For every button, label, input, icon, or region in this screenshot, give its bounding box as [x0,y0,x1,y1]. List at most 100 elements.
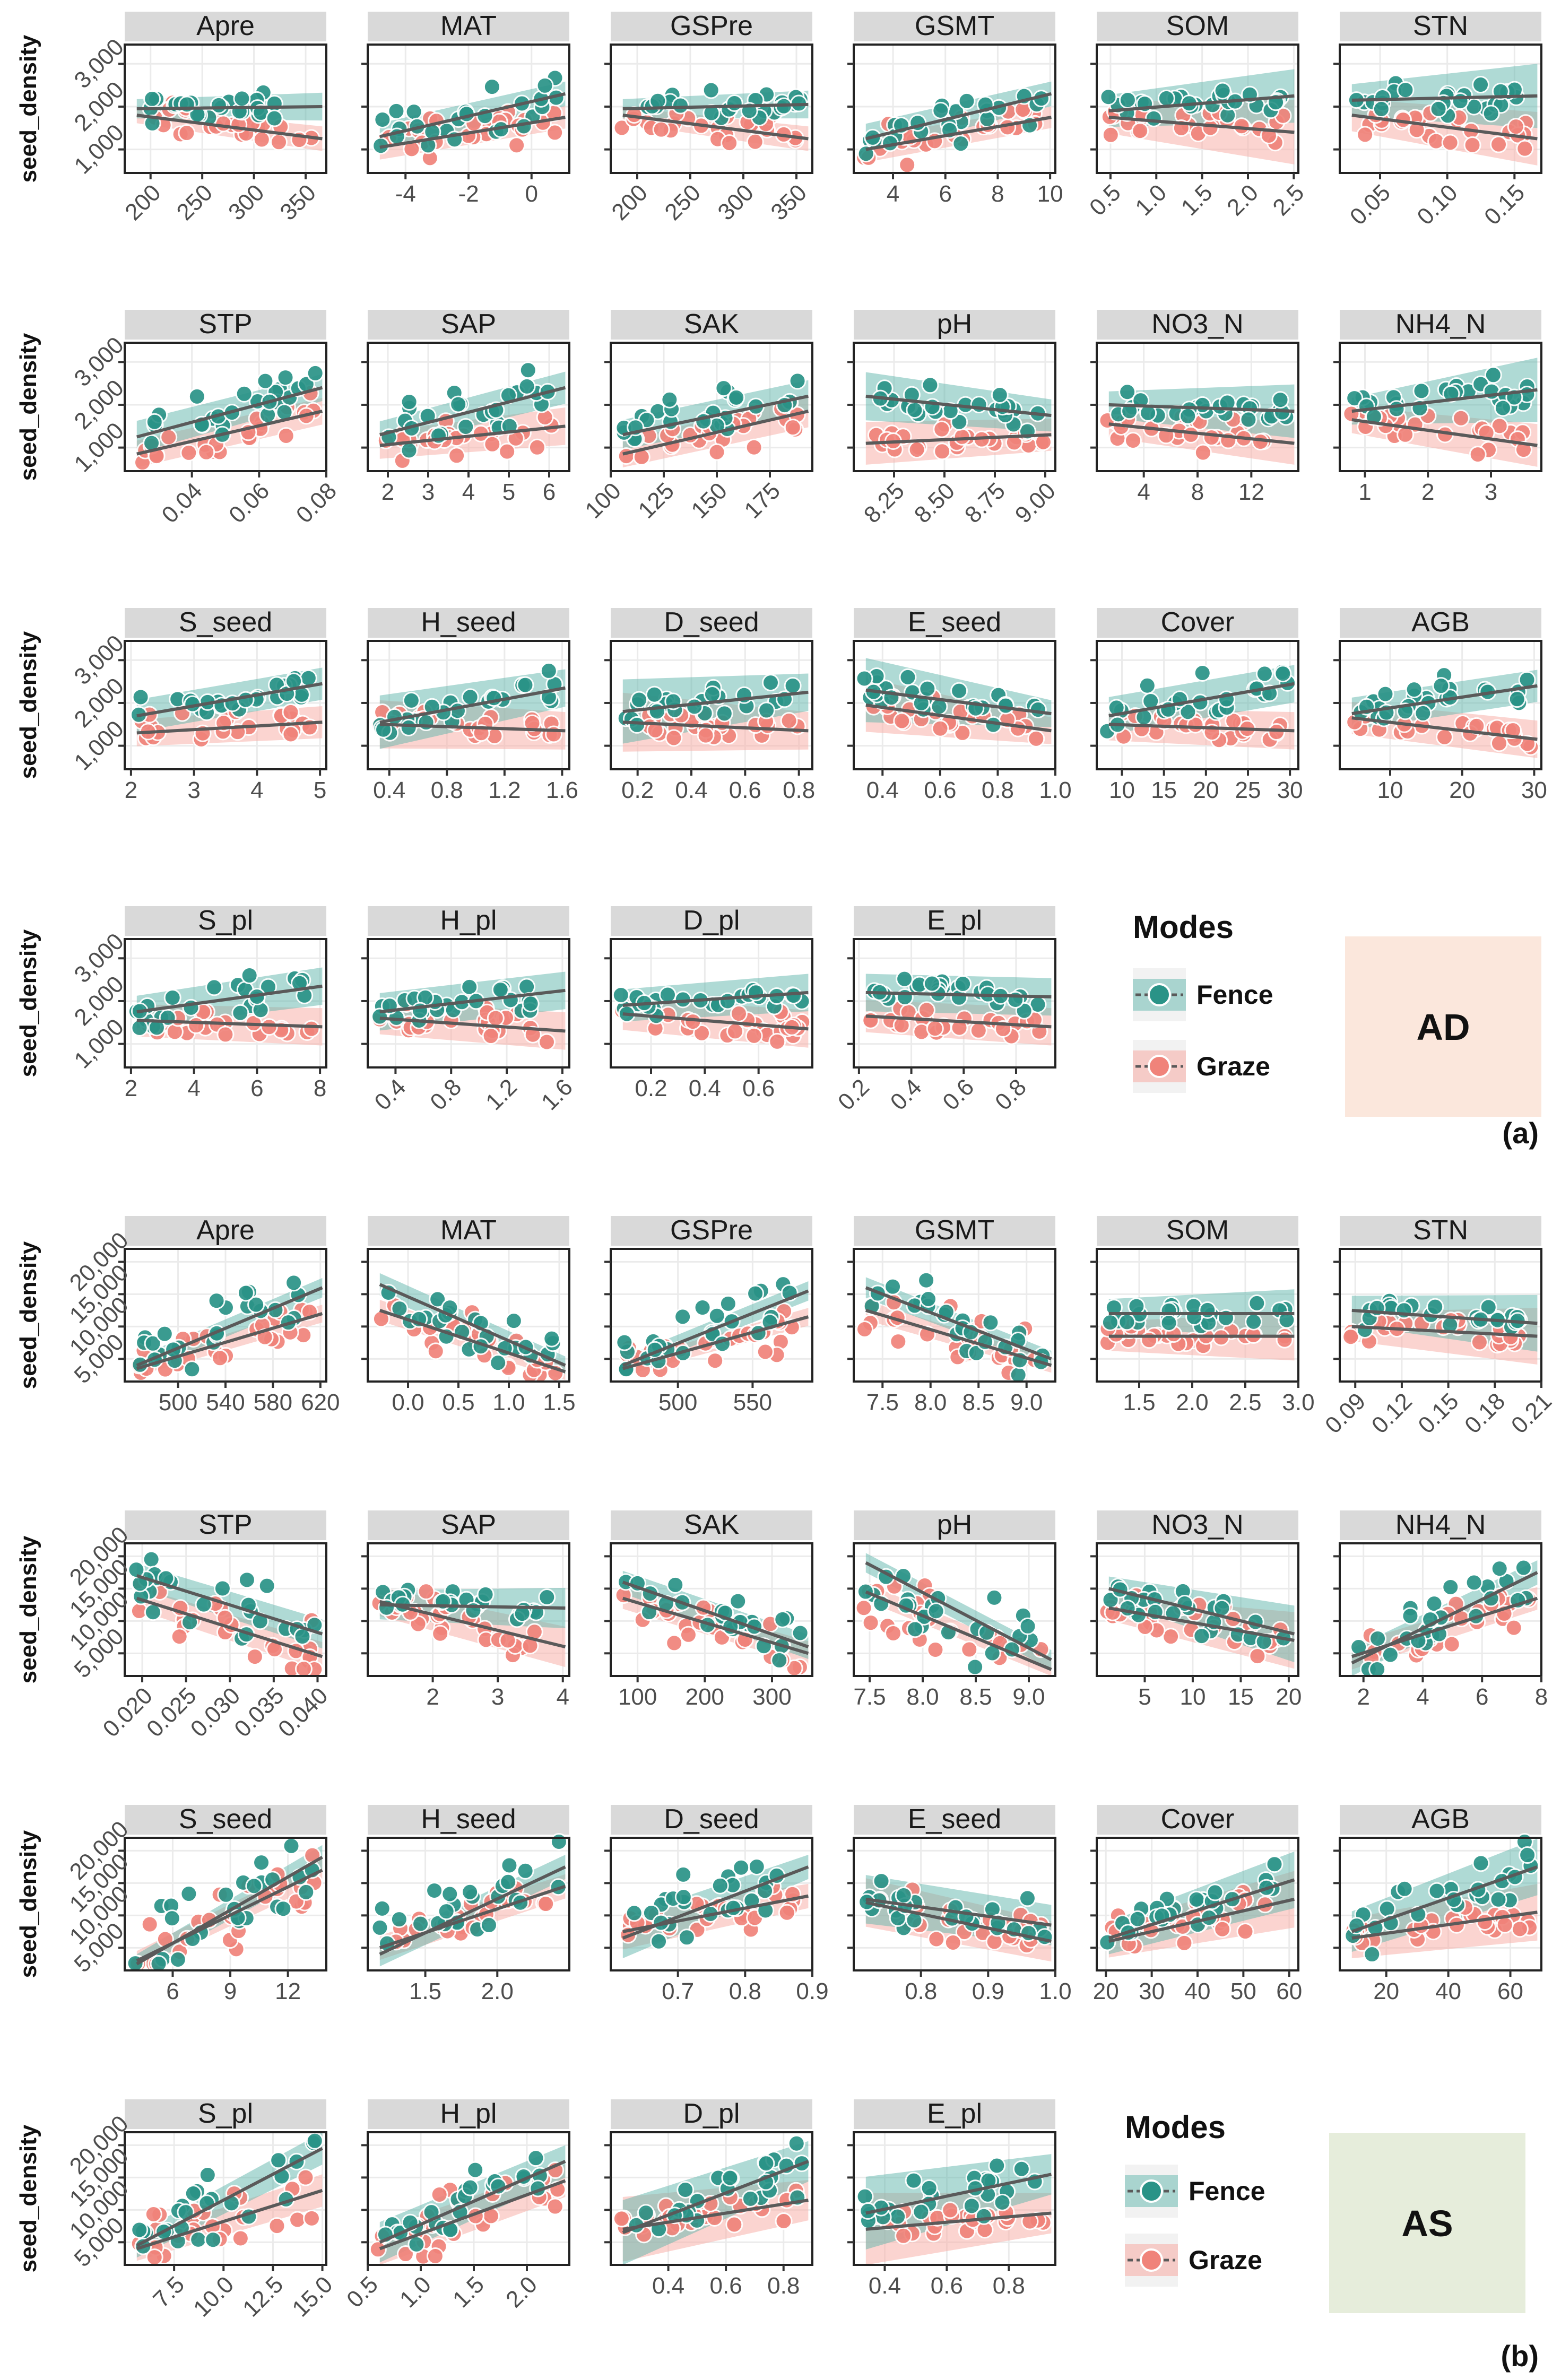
fence-point [270,2151,288,2169]
graze-point [277,427,295,445]
graze-point [898,156,916,174]
fence-point [253,1854,271,1872]
as-facet-d-pl: D_pl 0.4 0.6 0.8 [604,2098,813,2299]
legend-title: Modes [1125,2109,1226,2145]
graze-point [282,703,300,721]
fence-point [1193,664,1211,682]
fence-point [516,676,534,694]
x-tick-label: 4 [1137,479,1150,505]
x-tick-label: 1 [1358,479,1371,505]
graze-point [960,1640,978,1658]
graze-point [1175,1934,1193,1952]
fence-point [297,1883,315,1901]
x-tick-label: 30 [1521,777,1547,803]
fence-point [238,1571,256,1589]
fence-point [1432,677,1450,695]
x-tick-label: 0.2 [635,1075,667,1101]
graze-point [1342,1328,1360,1346]
x-tick-label: 0.025 [142,1682,202,1742]
graze-point [498,442,516,461]
fence-fit-line [865,688,1052,716]
region-label-as: AS [1401,2203,1453,2244]
x-tick-label: 3 [187,777,200,803]
x-tick-label: 540 [206,1389,245,1415]
fence-point [306,2132,324,2150]
graze-point [216,1026,235,1044]
graze-point [1194,444,1212,462]
fence-point [693,1299,712,1317]
ad-facet-nh4-n: NH4_N 1 2 3 [1333,309,1542,505]
fence-point [1128,1297,1146,1315]
graze-fit-line [379,1017,566,1033]
x-tick-label: 4 [462,479,475,505]
fence-point [522,995,540,1013]
facet-title: S_seed [179,607,272,638]
facet-title: STN [1413,11,1468,41]
facet-strip [368,906,569,936]
fence-point [1160,1314,1178,1332]
facet-title: E_seed [908,1804,1001,1835]
x-tick-label: 1.5 [448,2271,489,2313]
ad-facet-mat: MAT -4 -2 0 [361,11,570,207]
facet-title: SOM [1166,11,1229,41]
fence-point [727,388,745,406]
x-tick-label: 0.8 [990,1074,1031,1115]
as-facet-h-seed: H_seed 1.5 2.0 [361,1804,570,2004]
x-tick-label: -4 [395,181,416,207]
fence-point [306,364,324,382]
fence-fit-line [1351,94,1538,102]
as-facet-e-pl: E_pl 0.4 0.6 0.8 [847,2098,1056,2299]
fence-point [282,1837,300,1855]
facet-strip [125,906,326,936]
graze-point [246,1648,264,1666]
graze-point [665,1634,683,1652]
fence-point [258,1577,276,1595]
graze-fit-line [1351,114,1538,141]
x-tick-label: 0.4 [675,777,707,803]
facet-strip [125,12,326,41]
facet-title: D_seed [664,1804,759,1835]
graze-point [941,2201,959,2219]
graze-point [889,1333,907,1351]
fence-fit-line [865,1286,1052,1361]
fence-point [912,2203,930,2221]
fence-point [650,1932,668,1950]
panel-border [124,1542,327,1677]
fence-point [884,1278,902,1296]
fence-point [145,413,163,431]
fence-point [906,401,924,419]
x-tick-label: 2.0 [501,2271,542,2313]
graze-point [537,1033,556,1051]
graze-point [214,115,232,133]
as-facet-mat: MAT 0.0 0.5 1.0 1.5 [361,1215,576,1415]
fence-point [1206,1883,1224,1901]
graze-fit-line [136,114,323,141]
graze-point [268,2217,286,2235]
fence-point [1363,1945,1381,1964]
fence-point [274,1900,292,1918]
fence-fit-line [865,991,1052,998]
fence-point [400,393,418,411]
fence-point [982,1314,1000,1332]
fence-fit-line [1351,1308,1538,1325]
fence-point [178,95,196,114]
x-tick-label: 3 [491,1684,504,1710]
fence-point [516,1862,534,1880]
facet-title: E_seed [908,607,1001,638]
fence-point [1490,1560,1508,1578]
y-axis-title: seed_density [15,333,41,481]
fence-fit-line [136,1286,323,1367]
fence-point [466,2161,484,2179]
as-facet-gsmt: GSMT 7.5 8.0 8.5 9.0 [847,1215,1056,1415]
fence-point [143,90,161,108]
fence-point [747,1284,765,1302]
graze-point [1469,446,1487,464]
fence-point [917,1271,935,1289]
facet-title: AGB [1411,607,1470,638]
facet-title: NO3_N [1151,309,1243,340]
fence-point [703,685,721,703]
fence-point [920,2179,938,2197]
facet-title: S_pl [198,905,253,936]
